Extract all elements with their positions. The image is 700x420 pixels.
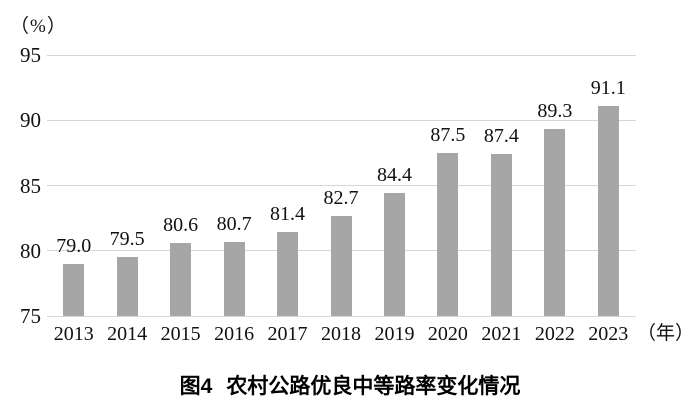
bar-value-label-2018: 82.7 [323, 186, 359, 209]
bar-value-label-2016: 80.7 [216, 212, 252, 235]
bar-2018 [330, 215, 352, 316]
bar-2013 [63, 263, 85, 316]
x-tick-label-2016: 2016 [214, 323, 255, 345]
bar-value-label-2020: 87.5 [430, 123, 466, 146]
figure-caption: 图4 农村公路优良中等路率变化情况 [0, 374, 700, 400]
bar-value-label-2014: 79.5 [109, 228, 145, 251]
x-axis-unit-label: （年） [637, 323, 695, 344]
gridline-75 [47, 315, 636, 317]
plot-area: 75 80 85 90 95 79.0 2013 79.5 2014 80.6 2015 80.7 20… [20, 43, 636, 345]
x-tick-label-2013: 2013 [53, 323, 94, 345]
y-tick-label-85: 85 [20, 173, 41, 198]
y-tick-label-90: 90 [20, 108, 41, 133]
x-tick-label-2015: 2015 [160, 323, 201, 345]
bar-2015 [170, 242, 192, 316]
x-tick-label-2023: 2023 [588, 323, 629, 345]
bar-2017 [277, 232, 299, 316]
x-tick-label-2014: 2014 [107, 323, 148, 345]
x-tick-label-2018: 2018 [321, 323, 361, 345]
bar-value-label-2017: 81.4 [270, 203, 306, 226]
bar-2014 [116, 257, 138, 316]
y-tick-label-95: 95 [20, 43, 41, 67]
gridline-90 [47, 119, 636, 121]
figure-title: 农村公路优良中等路率变化情况 [226, 375, 521, 398]
x-tick-label-2022: 2022 [534, 323, 575, 345]
x-tick-label-2019: 2019 [374, 323, 415, 345]
x-tick-label-2020: 2020 [427, 323, 468, 345]
bar-value-label-2021: 87.4 [483, 125, 519, 148]
bar-2019 [383, 193, 405, 316]
bar-value-label-2022: 89.3 [537, 100, 573, 123]
bar-value-label-2023: 91.1 [590, 76, 626, 99]
bar-value-label-2019: 84.4 [376, 164, 412, 187]
bar-2022 [544, 129, 566, 316]
y-tick-label-80: 80 [20, 238, 41, 263]
bar-value-label-2015: 80.6 [163, 213, 199, 236]
x-tick-label-2017: 2017 [267, 323, 308, 345]
bar-2016 [223, 241, 245, 316]
bar-value-label-2013: 79.0 [56, 234, 92, 257]
y-tick-label-75: 75 [20, 304, 41, 328]
bar-2023 [597, 105, 619, 316]
gridline-95 [47, 54, 636, 56]
x-tick-label-2021: 2021 [481, 323, 522, 345]
bar-2020 [437, 152, 459, 316]
bar-2021 [490, 154, 512, 316]
figure-number: 图4 [179, 375, 213, 398]
y-axis-unit-label: （%） [10, 16, 67, 37]
gridline-85 [47, 185, 636, 186]
